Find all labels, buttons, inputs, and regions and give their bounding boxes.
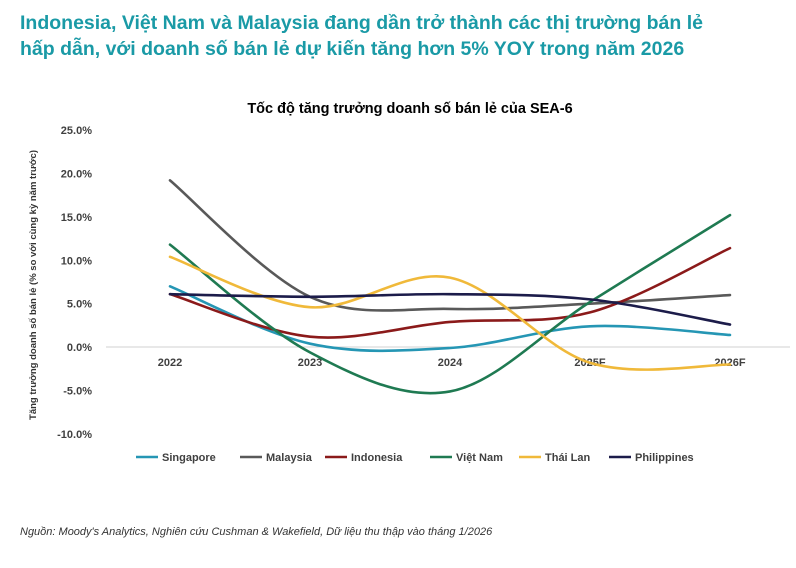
legend: Singapore Malaysia Indonesia Việt Nam Thái L… [136, 452, 694, 464]
y-tick-label: 0.0% [67, 342, 92, 354]
y-tick-label: 10.0% [61, 255, 92, 267]
y-tick-label: 25.0% [61, 125, 92, 137]
headline: Indonesia, Việt Nam và Malaysia đang dần… [20, 10, 780, 62]
y-tick-label: 15.0% [61, 212, 92, 224]
headline-line-2: hấp dẫn, với doanh số bán lẻ dự kiến tăn… [20, 38, 685, 60]
x-tick-labels: 2022 2023 2024 2025F 2026F [158, 357, 746, 369]
legend-label-viet-nam: Việt Nam [456, 452, 503, 464]
line-chart: Tốc độ tăng trưởng doanh số bán lẻ của S… [28, 101, 790, 464]
series-line-viet-nam [168, 213, 732, 395]
source-note: Nguồn: Moody's Analytics, Nghiên cứu Cus… [20, 526, 493, 538]
headline-line-1: Indonesia, Việt Nam và Malaysia đang dần… [20, 12, 703, 34]
series-line-indonesia [168, 246, 732, 339]
x-tick-label: 2024 [438, 357, 463, 369]
legend-label-malaysia: Malaysia [266, 452, 313, 464]
y-tick-label: 20.0% [61, 168, 92, 180]
x-tick-label: 2023 [298, 357, 322, 369]
legend-label-philippines: Philippines [635, 452, 694, 464]
y-tick-label: 5.0% [67, 299, 92, 311]
series-line-malaysia [168, 179, 732, 312]
series-line-philippines [168, 292, 732, 326]
series-lines [168, 179, 732, 395]
legend-label-thai-lan: Thái Lan [545, 452, 591, 464]
x-tick-label: 2022 [158, 357, 182, 369]
legend-label-indonesia: Indonesia [351, 452, 403, 464]
chart-title: Tốc độ tăng trưởng doanh số bán lẻ của S… [247, 101, 572, 117]
x-tick-label: 2026F [714, 357, 745, 369]
y-tick-labels: 25.0% 20.0% 15.0% 10.0% 5.0% 0.0% -5.0% -10.0% [57, 125, 92, 441]
y-axis-label: Tăng trưởng doanh số bán lẻ (% so với cù… [28, 150, 39, 420]
y-tick-label: -10.0% [57, 429, 92, 441]
y-tick-label: -5.0% [63, 386, 92, 398]
legend-label-singapore: Singapore [162, 452, 216, 464]
